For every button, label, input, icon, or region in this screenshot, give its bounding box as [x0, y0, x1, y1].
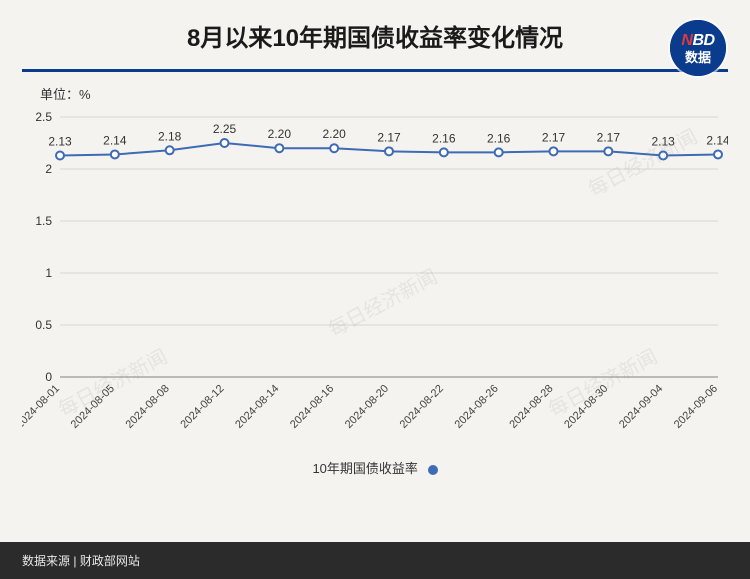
x-tick-label: 2024-08-12 — [178, 383, 226, 431]
footer-source: 数据来源 | 财政部网站 — [0, 542, 750, 579]
line-chart-svg: 0 0.5 1 1.5 2 2.5 2.13 2.14 2.18 2.25 2.20 2.20 2.17… — [22, 107, 728, 447]
data-point-label: 2.14 — [706, 133, 728, 147]
data-point — [385, 147, 393, 155]
y-tick-label: 2 — [45, 162, 52, 176]
data-point — [330, 144, 338, 152]
data-point — [604, 147, 612, 155]
data-point — [714, 150, 722, 158]
header-rule — [22, 69, 728, 72]
x-tick-label: 2024-08-26 — [453, 383, 501, 431]
x-tick-label: 2024-09-04 — [617, 383, 665, 431]
y-tick-label: 2.5 — [35, 110, 52, 124]
x-tick-label: 2024-08-20 — [343, 383, 391, 431]
data-point-label: 2.17 — [377, 130, 401, 144]
data-point-label: 2.20 — [322, 127, 346, 141]
x-tick-label: 2024-09-06 — [672, 383, 720, 431]
data-point-label: 2.18 — [158, 129, 182, 143]
data-point-label: 2.17 — [542, 130, 566, 144]
x-tick-label: 2024-08-16 — [288, 383, 336, 431]
y-tick-label: 0 — [45, 370, 52, 384]
x-tick-label: 2024-08-14 — [233, 383, 281, 431]
legend-label: 10年期国债收益率 — [312, 461, 417, 476]
legend: 10年期国债收益率 — [0, 458, 750, 477]
data-point — [440, 148, 448, 156]
data-point-label: 2.14 — [103, 133, 127, 147]
data-point-label: 2.13 — [48, 134, 72, 148]
chart-area: 0 0.5 1 1.5 2 2.5 2.13 2.14 2.18 2.25 2.20 2.20 2.17… — [22, 107, 728, 452]
x-tick-label: 2024-08-01 — [22, 383, 62, 431]
data-point — [56, 151, 64, 159]
data-point — [111, 150, 119, 158]
x-tick-label: 2024-08-22 — [398, 383, 446, 431]
data-point-label: 2.20 — [268, 127, 292, 141]
legend-marker — [428, 465, 438, 475]
chart-title: 8月以来10年期国债收益率变化情况 — [20, 18, 730, 53]
data-point — [495, 148, 503, 156]
nbd-badge: NBD 数据 — [670, 20, 726, 76]
data-point-label: 2.17 — [597, 130, 621, 144]
data-point-label: 2.25 — [213, 122, 237, 136]
data-point — [166, 146, 174, 154]
x-tick-label: 2024-08-08 — [124, 383, 172, 431]
y-tick-label: 0.5 — [35, 318, 52, 332]
x-tick-label: 2024-08-30 — [562, 383, 610, 431]
badge-top-text: NBD — [681, 33, 714, 49]
x-tick-label: 2024-08-05 — [69, 383, 117, 431]
data-point-label: 2.13 — [651, 134, 675, 148]
data-point — [221, 139, 229, 147]
y-tick-label: 1.5 — [35, 214, 52, 228]
data-point — [550, 147, 558, 155]
data-point-label: 2.16 — [487, 131, 511, 145]
badge-bottom-text: 数据 — [685, 51, 711, 64]
x-tick-label: 2024-08-28 — [507, 383, 555, 431]
y-axis-unit: 单位：% — [40, 84, 750, 103]
y-tick-label: 1 — [45, 266, 52, 280]
data-point — [659, 151, 667, 159]
data-point-label: 2.16 — [432, 131, 456, 145]
data-point — [275, 144, 283, 152]
